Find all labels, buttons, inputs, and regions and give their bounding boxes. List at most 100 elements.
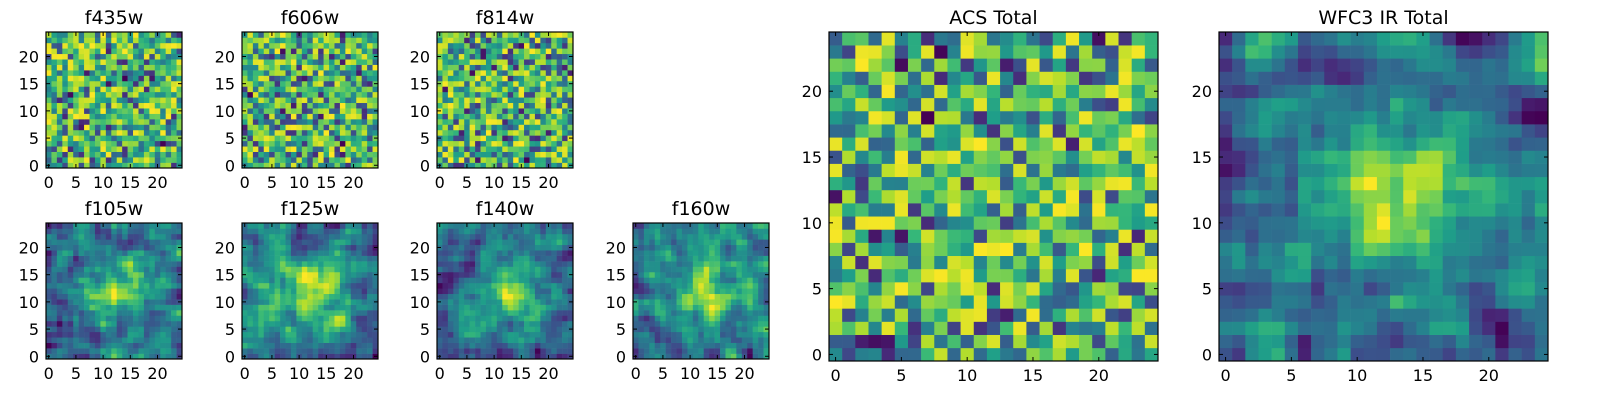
- heatmap-cell: [518, 157, 525, 163]
- heatmap-cell: [307, 244, 314, 251]
- heatmap-cell: [437, 70, 443, 76]
- heatmap-cell: [752, 288, 759, 295]
- heatmap-cell: [485, 326, 492, 333]
- heatmap-cell: [62, 250, 69, 256]
- heatmap-cell: [660, 320, 666, 327]
- heatmap-cell: [323, 97, 330, 104]
- heatmap-cell: [464, 42, 470, 49]
- heatmap-cell: [469, 310, 476, 316]
- heatmap-cell: [567, 59, 574, 65]
- heatmap-cell: [485, 162, 492, 169]
- heatmap-cell: [290, 293, 297, 300]
- y-tick-label: 5: [420, 129, 430, 148]
- heatmap-cell: [469, 304, 476, 311]
- heatmap-cell: [280, 97, 286, 104]
- heatmap-cell: [122, 353, 128, 360]
- heatmap-cell: [1065, 334, 1080, 349]
- heatmap-cell: [105, 91, 112, 98]
- heatmap-cell: [122, 261, 128, 267]
- heatmap-cell: [67, 337, 74, 343]
- heatmap-cell: [458, 244, 465, 251]
- heatmap-cell: [176, 342, 183, 349]
- heatmap-cell: [1105, 268, 1119, 283]
- heatmap-cell: [556, 326, 563, 333]
- heatmap-cell: [171, 64, 177, 71]
- heatmap-cell: [649, 353, 656, 360]
- heatmap-cell: [934, 203, 948, 217]
- heatmap-cell: [692, 266, 699, 273]
- heatmap-cell: [1039, 189, 1054, 204]
- heatmap-cell: [551, 129, 557, 136]
- heatmap-cell: [947, 347, 961, 362]
- heatmap-cell: [524, 250, 530, 256]
- heatmap-cell: [540, 320, 547, 327]
- heatmap-cell: [312, 293, 319, 300]
- heatmap-cell: [307, 223, 314, 229]
- heatmap-cell: [350, 299, 357, 305]
- heatmap-cell: [540, 261, 547, 267]
- heatmap-cell: [242, 255, 248, 262]
- heatmap-cell: [122, 331, 128, 338]
- heatmap-cell: [165, 331, 172, 338]
- heatmap-cell: [529, 162, 536, 169]
- heatmap-cell: [687, 255, 694, 262]
- heatmap-cell: [242, 288, 248, 295]
- heatmap-cell: [84, 288, 90, 295]
- heatmap-cell: [350, 113, 357, 120]
- heatmap-cell: [361, 282, 368, 289]
- heatmap-cell: [367, 102, 373, 109]
- heatmap-cell: [747, 261, 753, 267]
- heatmap-cell: [567, 140, 574, 147]
- heatmap-cell: [692, 282, 699, 289]
- axes-frame: [632, 222, 770, 360]
- heatmap-cell: [654, 337, 661, 343]
- heatmap-cell: [133, 261, 139, 267]
- heatmap-cell: [534, 304, 541, 311]
- heatmap-cell: [339, 42, 346, 49]
- heatmap-cell: [165, 261, 172, 267]
- heatmap-cell: [881, 334, 896, 349]
- heatmap-cell: [127, 48, 134, 55]
- heatmap-cell: [947, 242, 961, 257]
- heatmap-cell: [502, 162, 509, 169]
- heatmap-cell: [881, 295, 896, 309]
- heatmap-cell: [442, 140, 449, 147]
- heatmap-cell: [480, 64, 487, 71]
- heatmap-cell: [301, 223, 308, 229]
- heatmap-cell: [323, 108, 330, 114]
- heatmap-cell: [491, 70, 498, 76]
- heatmap-cell: [301, 64, 308, 71]
- heatmap-cell: [301, 48, 308, 55]
- heatmap-cell: [312, 223, 319, 229]
- heatmap-cell: [89, 64, 96, 71]
- heatmap-cell: [127, 228, 134, 235]
- heatmap-cell: [84, 157, 90, 163]
- heatmap-cell: [458, 97, 465, 104]
- heatmap-cell: [485, 353, 492, 360]
- heatmap-cell: [62, 157, 69, 163]
- heatmap-cell: [94, 32, 101, 38]
- heatmap-cell: [480, 97, 487, 104]
- heatmap-cell: [350, 86, 357, 93]
- heatmap-cell: [258, 233, 265, 240]
- heatmap-cell: [345, 293, 352, 300]
- heatmap-cell: [323, 146, 330, 152]
- heatmap-cell: [763, 277, 770, 284]
- heatmap-cell: [562, 228, 568, 235]
- heatmap-cell: [274, 315, 281, 322]
- heatmap-cell: [545, 129, 552, 136]
- heatmap-cell: [258, 37, 265, 44]
- heatmap-cell: [356, 342, 362, 349]
- heatmap-cell: [475, 271, 481, 278]
- heatmap-cell: [485, 97, 492, 104]
- heatmap-cell: [458, 239, 465, 246]
- heatmap-cell: [62, 228, 69, 235]
- heatmap-cell: [741, 348, 748, 354]
- heatmap-cell: [973, 268, 988, 283]
- heatmap-cell: [62, 102, 69, 109]
- heatmap-cell: [736, 304, 743, 311]
- heatmap-cell: [698, 255, 705, 262]
- heatmap-cell: [247, 157, 254, 163]
- heatmap-cell: [301, 86, 308, 93]
- heatmap-cell: [334, 135, 341, 142]
